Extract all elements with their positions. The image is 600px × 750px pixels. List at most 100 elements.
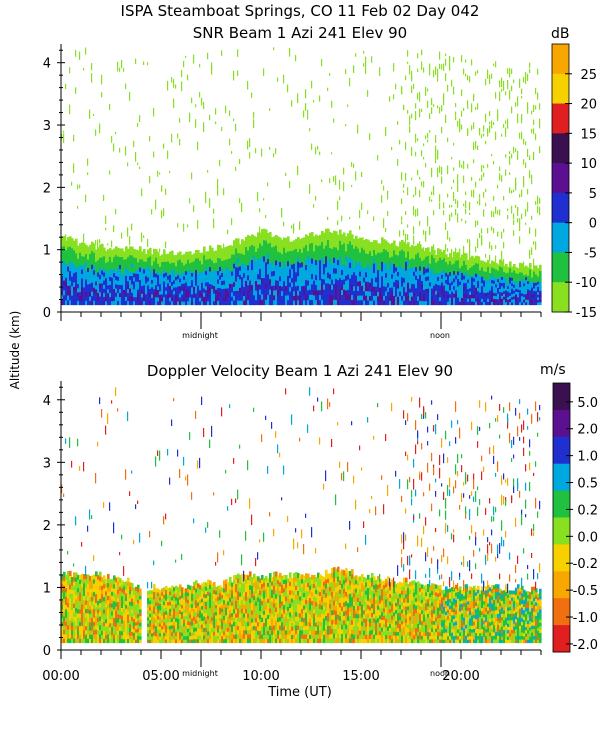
snr-clutter-speck	[471, 125, 473, 131]
snr-heatmap-cell	[273, 294, 276, 301]
snr-heatmap-cell	[321, 230, 324, 237]
snr-heatmap-cell	[293, 263, 296, 269]
snr-heatmap-cell	[485, 295, 488, 300]
snr-heatmap-cell	[169, 251, 172, 256]
doppler-heatmap-cell	[107, 586, 110, 592]
snr-heatmap-cell	[415, 262, 418, 268]
snr-heatmap-cell	[305, 234, 308, 241]
doppler-clutter-speck	[77, 438, 79, 447]
doppler-heatmap-cell	[151, 632, 154, 637]
doppler-heatmap-cell	[159, 626, 162, 631]
snr-heatmap-cell	[497, 278, 500, 283]
snr-heatmap-cell	[405, 261, 408, 267]
snr-heatmap-cell	[123, 274, 126, 279]
snr-heatmap-cell	[209, 300, 212, 306]
snr-heatmap-cell	[451, 277, 454, 282]
snr-heatmap-cell	[521, 295, 524, 300]
snr-heatmap-cell	[529, 283, 532, 288]
snr-heatmap-cell	[425, 288, 428, 294]
snr-heatmap-cell	[331, 258, 334, 265]
snr-heatmap-cell	[399, 277, 402, 283]
snr-clutter-speck	[147, 238, 149, 247]
snr-clutter-speck	[175, 84, 177, 89]
snr-heatmap-cell	[69, 260, 72, 267]
snr-heatmap-cell	[335, 252, 338, 258]
snr-heatmap-cell	[61, 260, 64, 267]
snr-clutter-speck	[79, 51, 81, 60]
snr-clutter-speck	[437, 68, 439, 78]
snr-heatmap-cell	[369, 255, 372, 261]
snr-heatmap-cell	[113, 300, 116, 306]
snr-heatmap-cell	[333, 262, 336, 269]
doppler-heatmap-cell	[103, 634, 106, 639]
snr-heatmap-cell	[209, 283, 212, 289]
doppler-heatmap-cell	[77, 621, 80, 627]
snr-heatmap-cell	[329, 288, 332, 295]
snr-heatmap-cell	[359, 280, 362, 287]
snr-clutter-speck	[235, 123, 237, 132]
snr-heatmap-cell	[67, 246, 70, 253]
snr-clutter-speck	[537, 68, 539, 75]
doppler-heatmap-cell	[117, 634, 120, 639]
snr-heatmap-cell	[275, 254, 278, 261]
snr-heatmap-cell	[227, 296, 230, 301]
snr-clutter-speck	[507, 208, 509, 211]
snr-heatmap-cell	[471, 262, 474, 267]
snr-heatmap-cell	[191, 293, 194, 298]
snr-colorbar-frame	[551, 43, 570, 313]
snr-heatmap-cell	[203, 292, 206, 297]
doppler-clutter-speck	[159, 450, 161, 461]
snr-clutter-speck	[529, 249, 531, 259]
doppler-heatmap-cell	[75, 590, 78, 595]
doppler-clutter-speck	[123, 566, 125, 576]
snr-clutter-speck	[351, 184, 353, 188]
doppler-heatmap-cell	[71, 621, 74, 627]
snr-clutter-speck	[437, 151, 439, 160]
snr-clutter-speck	[479, 127, 481, 136]
snr-heatmap-cell	[495, 295, 498, 300]
snr-heatmap-cell	[261, 229, 264, 236]
snr-clutter-speck	[283, 74, 285, 84]
snr-heatmap-cell	[247, 289, 250, 296]
snr-heatmap-cell	[499, 288, 502, 293]
snr-heatmap-cell	[483, 270, 486, 275]
snr-heatmap-cell	[407, 242, 410, 248]
snr-heatmap-cell	[191, 272, 194, 277]
snr-heatmap-cell	[259, 258, 262, 265]
doppler-heatmap-cell	[159, 593, 162, 598]
snr-heatmap-cell	[531, 286, 534, 291]
snr-heatmap-cell	[349, 235, 352, 242]
snr-clutter-speck	[451, 157, 453, 160]
snr-heatmap-cell	[533, 301, 536, 306]
snr-heatmap-cell	[487, 269, 490, 274]
snr-clutter-speck	[195, 104, 197, 108]
doppler-heatmap-cell	[61, 587, 64, 593]
snr-heatmap-cell	[303, 290, 306, 296]
snr-clutter-speck	[431, 107, 433, 114]
snr-heatmap-cell	[209, 279, 212, 285]
snr-heatmap-cell	[191, 283, 194, 288]
snr-heatmap-cell	[493, 301, 496, 306]
snr-heatmap-cell	[225, 275, 228, 281]
snr-clutter-speck	[477, 220, 479, 226]
snr-heatmap-cell	[97, 267, 100, 273]
snr-heatmap-cell	[105, 285, 108, 290]
snr-heatmap-cell	[91, 300, 94, 306]
snr-clutter-speck	[507, 118, 509, 129]
snr-heatmap-cell	[301, 266, 304, 272]
doppler-heatmap-cell	[127, 589, 130, 595]
snr-heatmap-cell	[201, 274, 204, 280]
snr-heatmap-cell	[355, 289, 358, 296]
snr-heatmap-cell	[423, 296, 426, 302]
snr-heatmap-cell	[229, 245, 232, 251]
snr-heatmap-cell	[403, 246, 406, 252]
doppler-heatmap-cell	[159, 622, 162, 627]
snr-heatmap-cell	[101, 274, 104, 280]
snr-heatmap-cell	[153, 292, 156, 298]
doppler-heatmap-cell	[75, 633, 78, 639]
doppler-heatmap-cell	[101, 581, 104, 586]
snr-clutter-speck	[503, 80, 505, 91]
snr-heatmap-cell	[453, 289, 456, 294]
snr-heatmap-cell	[241, 262, 244, 268]
snr-heatmap-cell	[333, 299, 336, 306]
